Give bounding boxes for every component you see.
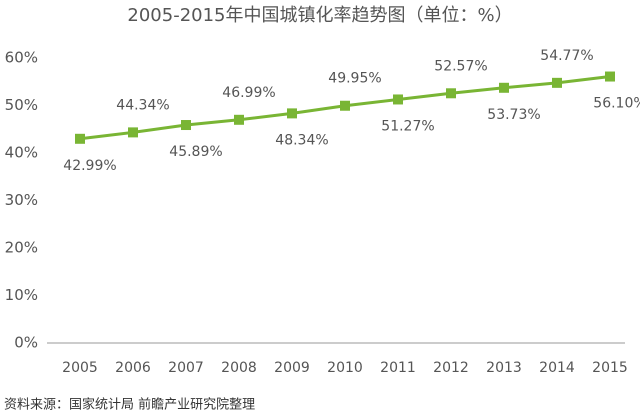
x-tick-label: 2009: [274, 360, 310, 376]
x-tick-label: 2007: [168, 360, 204, 376]
y-tick-label: 50%: [5, 96, 38, 114]
x-tick-label: 2010: [327, 360, 363, 376]
data-label: 44.34%: [116, 97, 169, 113]
y-tick-label: 30%: [5, 191, 38, 209]
x-tick-label: 2013: [486, 360, 522, 376]
data-label: 49.95%: [328, 71, 381, 87]
chart-title: 2005-2015年中国城镇化率趋势图（单位：%）: [127, 5, 512, 26]
x-tick-label: 2005: [62, 360, 98, 376]
data-label: 52.57%: [434, 58, 487, 74]
marker: [287, 108, 297, 119]
marker: [128, 127, 138, 138]
x-tick-label: 2014: [539, 360, 575, 376]
marker: [340, 100, 350, 111]
marker: [499, 82, 509, 93]
marker: [552, 77, 562, 88]
y-tick-label: 60%: [5, 49, 38, 67]
data-label: 42.99%: [63, 158, 116, 174]
x-tick-label: 2011: [380, 360, 416, 376]
y-tick-label: 0%: [14, 334, 38, 352]
marker: [181, 120, 191, 131]
marker: [605, 71, 615, 82]
marker: [75, 133, 85, 144]
source-note: 资料来源：国家统计局 前瞻产业研究院整理: [4, 397, 255, 413]
x-tick-label: 2006: [115, 360, 151, 376]
data-label: 56.10%: [593, 96, 640, 112]
marker: [393, 94, 403, 105]
y-tick-label: 40%: [5, 144, 38, 162]
data-label: 54.77%: [540, 48, 593, 64]
data-label: 53.73%: [487, 107, 540, 123]
x-tick-label: 2015: [592, 360, 628, 376]
marker: [446, 88, 456, 99]
y-tick-label: 20%: [5, 239, 38, 257]
x-tick-label: 2012: [433, 360, 469, 376]
data-label: 46.99%: [222, 85, 275, 101]
data-label: 48.34%: [275, 132, 328, 148]
data-label: 51.27%: [381, 118, 434, 134]
y-tick-label: 10%: [5, 286, 38, 304]
marker: [234, 114, 244, 125]
data-label: 45.89%: [169, 144, 222, 160]
x-tick-label: 2008: [221, 360, 257, 376]
